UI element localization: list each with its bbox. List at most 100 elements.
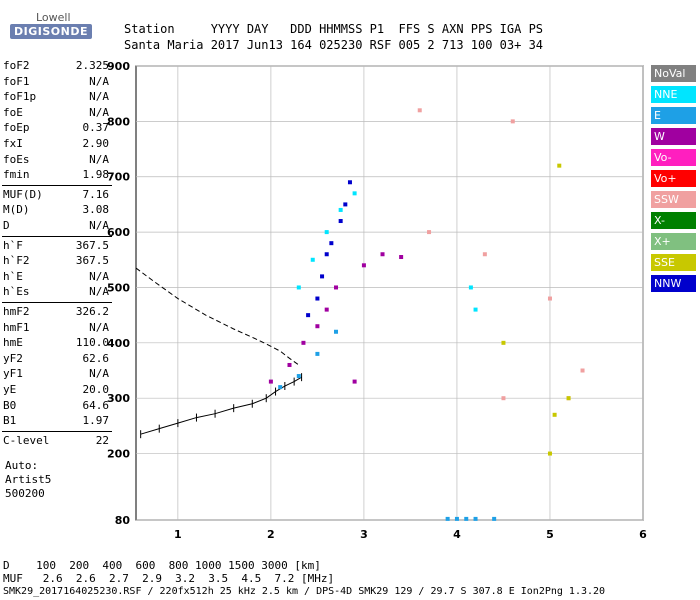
param-value: 367.5 <box>75 254 109 268</box>
auto-scaling-line2: Artist5 <box>5 473 52 487</box>
legend-item: NoVal <box>651 65 696 83</box>
param-row: yF1 N/A <box>2 367 112 382</box>
x-tick-label: 6 <box>639 528 647 541</box>
echo-point <box>501 340 506 345</box>
auto-scaling-line3: 500200 <box>5 487 45 501</box>
echo-point <box>329 241 334 246</box>
param-row: h`F2 367.5 <box>2 254 112 269</box>
footer-muf-row: MUF 2.6 2.6 2.7 2.9 3.2 3.5 4.5 7.2 [MHz… <box>3 572 335 585</box>
echo-point <box>324 230 329 235</box>
logo-lowell: Lowell <box>36 11 71 24</box>
y-tick-label: 900 <box>107 60 130 73</box>
param-value: 20.0 <box>82 383 110 396</box>
echo-point <box>473 516 478 521</box>
x-tick-label: 2 <box>267 528 275 541</box>
param-name: hmF2 <box>3 305 30 318</box>
param-value: 62.6 <box>82 351 110 365</box>
legend-item: Vo+ <box>651 170 696 188</box>
param-separator <box>2 235 112 237</box>
param-name: foF1 <box>3 74 30 88</box>
param-name: B1 <box>3 414 17 428</box>
param-row: yF2 62.6 <box>2 352 112 367</box>
param-row: fxI 2.90 <box>2 137 112 152</box>
param-row: h`E N/A <box>2 270 112 285</box>
param-value: N/A <box>89 320 109 334</box>
param-value: 1.98 <box>82 168 110 182</box>
param-value: 367.5 <box>75 238 109 252</box>
param-name: yF1 <box>3 367 23 381</box>
echo-point <box>315 351 320 356</box>
echo-point <box>315 296 320 301</box>
muf-curve <box>135 267 300 366</box>
trace-profile-line <box>140 376 302 435</box>
param-row: foEp 0.37 <box>2 121 112 136</box>
param-separator <box>2 430 112 432</box>
param-value: N/A <box>89 367 109 381</box>
param-row: fmin 1.98 <box>2 168 112 183</box>
param-row: yE 20.0 <box>2 383 112 398</box>
echo-point <box>454 516 459 521</box>
param-row: B1 1.97 <box>2 414 112 429</box>
param-row: foEs N/A <box>2 153 112 168</box>
param-name: foF1p <box>3 90 37 104</box>
echo-point <box>310 257 315 262</box>
param-value: N/A <box>89 90 109 104</box>
param-name: foEp <box>3 121 30 135</box>
param-row: M(D) 3.08 <box>2 203 112 218</box>
param-name: yF2 <box>3 351 23 365</box>
legend-item: E <box>651 107 696 125</box>
param-value: 3.08 <box>82 203 110 217</box>
echo-point <box>352 191 357 196</box>
x-tick-label: 4 <box>453 528 461 541</box>
echo-point <box>343 202 348 207</box>
param-value: N/A <box>89 269 109 283</box>
echo-point <box>468 285 473 290</box>
param-name: h`E <box>3 269 23 283</box>
param-row: B0 64.6 <box>2 399 112 414</box>
param-row: hmE 110.0 <box>2 336 112 351</box>
x-tick-label: 1 <box>174 528 182 541</box>
echo-point <box>580 368 585 373</box>
echo-point <box>361 263 366 268</box>
legend-item: Vo- <box>651 149 696 167</box>
plot-frame <box>135 65 644 521</box>
header-values: Santa Maria 2017 Jun13 164 025230 RSF 00… <box>124 38 544 52</box>
legend-item: SSW <box>651 191 696 209</box>
y-tick-label: 700 <box>107 171 130 184</box>
param-value: N/A <box>89 105 109 119</box>
echo-point <box>399 255 404 260</box>
param-name: hmF1 <box>3 320 30 334</box>
param-name: MUF(D) <box>3 187 43 201</box>
param-value: 7.16 <box>82 187 110 201</box>
param-row: foF1p N/A <box>2 90 112 105</box>
echo-point <box>464 516 469 521</box>
legend-item: W <box>651 128 696 146</box>
logo-digisonde: DIGISONDE <box>10 24 92 39</box>
y-tick-label: 300 <box>107 392 130 405</box>
footer-distance-row: D 100 200 400 600 800 1000 1500 3000 [km… <box>3 559 321 572</box>
param-name: fxI <box>3 137 23 150</box>
param-row: foF1 N/A <box>2 75 112 90</box>
echo-point <box>334 285 339 290</box>
footer-file-info: SMK29_2017164025230.RSF / 220fx512h 25 k… <box>3 586 606 597</box>
y-tick-label: 80 <box>115 514 131 527</box>
param-separator <box>2 302 112 303</box>
param-value: N/A <box>89 285 109 299</box>
param-row: h`F 367.5 <box>2 239 112 254</box>
echo-point <box>427 230 432 235</box>
param-value: 0.37 <box>82 121 110 135</box>
echo-point <box>352 379 357 384</box>
echo-point <box>324 307 329 312</box>
param-row: hmF1 N/A <box>2 321 112 336</box>
param-value: N/A <box>89 74 109 88</box>
legend-item: SSE <box>651 254 696 272</box>
echo-point <box>566 396 571 401</box>
param-name: fmin <box>3 168 30 182</box>
echo-point <box>334 329 339 334</box>
y-tick-label: 200 <box>107 448 130 461</box>
echo-point <box>301 340 306 345</box>
y-tick-label: 500 <box>107 281 130 294</box>
param-value: N/A <box>89 152 109 166</box>
param-row: hmF2 326.2 <box>2 305 112 320</box>
